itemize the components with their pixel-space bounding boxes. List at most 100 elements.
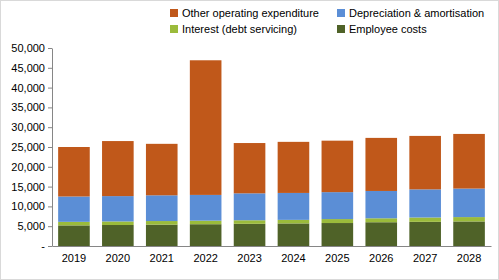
tick-mark	[48, 48, 52, 49]
tick: 2023	[237, 246, 261, 264]
bar-segment	[278, 142, 310, 193]
tick: -	[41, 240, 52, 252]
tick-mark	[48, 147, 52, 148]
tick-label: 15,000	[11, 181, 45, 193]
x-axis: 2019 2020 2021 2022 2023 2024 2025 2026 2027 2028	[53, 246, 492, 264]
bar-segment	[409, 189, 441, 217]
axis-line	[52, 49, 53, 247]
tick: 50,000	[11, 42, 52, 54]
tick: 20,000	[11, 161, 52, 173]
tick: 2027	[413, 246, 437, 264]
bar-segment	[453, 134, 485, 189]
bar-segment	[365, 191, 397, 218]
bar-segment	[322, 192, 354, 219]
bar-segment	[58, 225, 90, 246]
tick-label: 2025	[325, 252, 349, 264]
bar-segment	[278, 220, 310, 224]
bar-segment	[322, 141, 354, 192]
tick: 5,000	[17, 220, 52, 232]
bar-segment	[102, 196, 134, 221]
chart-frame	[1, 1, 499, 280]
bars	[58, 60, 485, 246]
tick-mark	[48, 88, 52, 89]
bar-segment	[190, 195, 222, 221]
y-axis: - 5,000 10,000 15,000 20,000 25,000 30,000 35,0…	[11, 42, 52, 252]
bar-segment	[58, 147, 90, 197]
bar-segment	[453, 189, 485, 218]
legend-item: Employee costs	[337, 23, 427, 35]
tick-label: 40,000	[11, 82, 45, 94]
tick: 2025	[325, 246, 349, 264]
bar-segment	[322, 219, 354, 223]
bar-segment	[409, 222, 441, 246]
bar-segment	[234, 224, 266, 246]
tick: 2020	[106, 246, 130, 264]
legend-label: Other operating expenditure	[182, 7, 319, 19]
tick-label: 2022	[193, 252, 217, 264]
legend-item: Other operating expenditure	[170, 7, 319, 19]
tick-label: 10,000	[11, 200, 45, 212]
tick: 45,000	[11, 62, 52, 74]
tick-label: 2021	[150, 252, 174, 264]
legend-item: Interest (debt servicing)	[170, 23, 297, 35]
tick-mark	[48, 68, 52, 69]
legend-swatch	[337, 25, 345, 33]
tick-mark	[48, 206, 52, 207]
tick-label: 45,000	[11, 62, 45, 74]
bar-segment	[409, 217, 441, 221]
bar-segment	[58, 197, 90, 222]
tick-mark	[48, 187, 52, 188]
tick-label: 2023	[237, 252, 261, 264]
legend-swatch	[170, 9, 178, 17]
tick-label: -	[41, 240, 45, 252]
bar-segment	[409, 136, 441, 189]
tick: 2022	[193, 246, 217, 264]
bar-segment	[365, 218, 397, 222]
tick: 40,000	[11, 82, 52, 94]
tick: 30,000	[11, 121, 52, 133]
tick-label: 50,000	[11, 42, 45, 54]
bar-segment	[365, 138, 397, 191]
tick-label: 2019	[62, 252, 86, 264]
bar-segment	[365, 222, 397, 246]
tick: 2028	[457, 246, 481, 264]
bar-segment	[146, 195, 178, 221]
tick-label: 25,000	[11, 141, 45, 153]
tick: 2026	[369, 246, 393, 264]
bar-segment	[278, 223, 310, 246]
tick-label: 2028	[457, 252, 481, 264]
bar-segment	[278, 193, 310, 220]
tick-label: 2024	[281, 252, 305, 264]
tick: 35,000	[11, 101, 52, 113]
series	[58, 221, 485, 246]
tick: 15,000	[11, 181, 52, 193]
series	[58, 60, 485, 196]
bar-segment	[322, 223, 354, 246]
tick-mark	[48, 167, 52, 168]
tick: 2024	[281, 246, 305, 264]
tick-label: 5,000	[17, 220, 45, 232]
plot: - 5,000 10,000 15,000 20,000 25,000 30,000 35,0…	[11, 42, 491, 264]
tick-label: 35,000	[11, 101, 45, 113]
legend-swatch	[337, 9, 345, 17]
bar-segment	[234, 193, 266, 220]
bar-segment	[102, 225, 134, 246]
bar-segment	[453, 217, 485, 221]
tick-label: 2020	[106, 252, 130, 264]
tick-label: 2026	[369, 252, 393, 264]
legend: Other operating expenditure Depreciation …	[170, 7, 484, 35]
tick: 10,000	[11, 200, 52, 212]
tick-mark	[48, 226, 52, 227]
legend-label: Interest (debt servicing)	[182, 23, 297, 35]
bar-segment	[190, 224, 222, 246]
tick: 2021	[150, 246, 174, 264]
bar-segment	[190, 60, 222, 195]
tick-mark	[48, 246, 52, 247]
bar-segment	[453, 221, 485, 246]
bar-segment	[190, 221, 222, 225]
legend-label: Depreciation & amortisation	[349, 7, 484, 19]
bar-segment	[102, 221, 134, 225]
bar-segment	[102, 141, 134, 196]
bar-segment	[234, 143, 266, 193]
bar-segment	[234, 220, 266, 224]
